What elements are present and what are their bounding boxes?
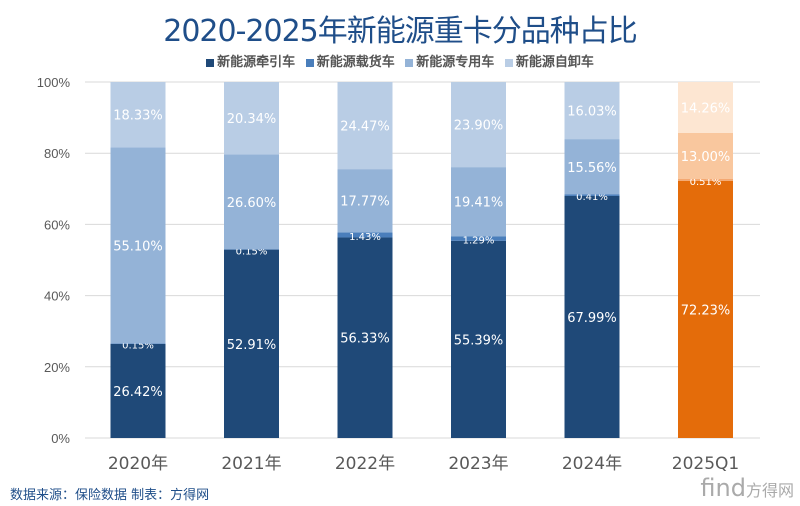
data-label: 15.56% <box>567 161 617 176</box>
data-label: 0.15% <box>236 246 268 257</box>
bar-segment <box>564 195 620 438</box>
legend: 新能源牵引车 新能源载货车 新能源专用车 新能源自卸车 <box>0 51 800 70</box>
data-label: 14.26% <box>681 101 731 116</box>
data-label: 55.10% <box>113 239 163 254</box>
legend-item: 新能源牵引车 <box>206 51 295 70</box>
data-label: 72.23% <box>681 303 731 318</box>
x-tick-label: 2020年 <box>108 454 168 474</box>
legend-label: 新能源牵引车 <box>217 55 296 70</box>
x-tick-label: 2023年 <box>448 454 508 474</box>
data-label: 24.47% <box>340 120 390 135</box>
data-label: 55.39% <box>454 333 504 348</box>
bar-segment <box>564 82 620 140</box>
bar-segment <box>678 82 733 133</box>
bar-segment <box>451 236 506 241</box>
data-label: 0.51% <box>690 177 722 188</box>
legend-swatch <box>504 58 513 67</box>
data-label: 56.33% <box>340 332 390 347</box>
logo-cn: 方得网 <box>745 481 794 500</box>
y-tick-label: 40% <box>44 289 70 304</box>
bar-segment <box>564 139 620 195</box>
legend-label: 新能源自卸车 <box>515 55 594 70</box>
bar-segment <box>451 240 506 438</box>
y-tick-label: 60% <box>44 217 70 232</box>
data-label: 52.91% <box>227 338 277 353</box>
y-tick-label: 100% <box>37 75 71 90</box>
x-tick-label: 2025Q1 <box>672 454 739 474</box>
data-label: 23.90% <box>454 119 504 134</box>
x-tick-label: 2021年 <box>221 454 281 474</box>
bar-segment <box>451 82 506 168</box>
x-tick-label: 2024年 <box>562 454 622 474</box>
bar-segment <box>678 132 733 180</box>
data-label: 17.77% <box>340 195 390 210</box>
bar-segment <box>224 82 279 155</box>
bar-segment <box>678 180 733 438</box>
legend-item: 新能源专用车 <box>405 51 494 70</box>
legend-label: 新能源载货车 <box>316 55 395 70</box>
legend-item: 新能源载货车 <box>305 51 395 70</box>
chart-title: 2020-2025年新能源重卡分品种占比 <box>163 14 638 49</box>
bar-segment <box>110 343 166 344</box>
legend-swatch <box>206 58 215 67</box>
y-tick-label: 0% <box>51 431 70 446</box>
legend-label: 新能源专用车 <box>416 55 495 70</box>
source-note: 数据来源：保险数据 制表：方得网 <box>10 488 210 503</box>
data-label: 20.34% <box>227 112 277 127</box>
legend-item: 新能源自卸车 <box>504 51 594 70</box>
data-label: 1.29% <box>463 236 495 247</box>
bar-segment <box>224 249 279 438</box>
bar-segment <box>224 154 279 250</box>
y-tick-label: 80% <box>44 146 70 161</box>
data-label: 16.03% <box>567 105 617 120</box>
logo-text: find <box>700 474 746 502</box>
data-label: 26.42% <box>113 385 163 400</box>
data-label: 26.60% <box>227 196 277 211</box>
bar-segment <box>110 147 166 344</box>
legend-swatch <box>305 58 314 67</box>
data-label: 0.41% <box>576 192 608 203</box>
bar-segment <box>337 82 393 170</box>
bar-segment <box>678 179 733 181</box>
data-label: 18.33% <box>113 109 163 124</box>
bar-segment <box>337 237 393 438</box>
data-label: 1.43% <box>349 232 381 243</box>
x-tick-label: 2022年 <box>335 454 395 474</box>
bar-segment <box>337 169 393 233</box>
bar-segment <box>337 232 393 238</box>
bar-segment <box>564 194 620 196</box>
y-tick-label: 20% <box>44 360 70 375</box>
bar-segment <box>110 82 166 148</box>
data-label: 19.41% <box>454 196 504 211</box>
data-label: 67.99% <box>567 311 617 326</box>
bar-segment <box>451 167 506 237</box>
data-label: 0.15% <box>122 341 154 352</box>
data-label: 13.00% <box>681 150 731 165</box>
logo: find方得网 <box>700 474 794 502</box>
bar-segment <box>110 343 166 438</box>
bar-segment <box>224 249 279 250</box>
legend-swatch <box>405 58 414 67</box>
